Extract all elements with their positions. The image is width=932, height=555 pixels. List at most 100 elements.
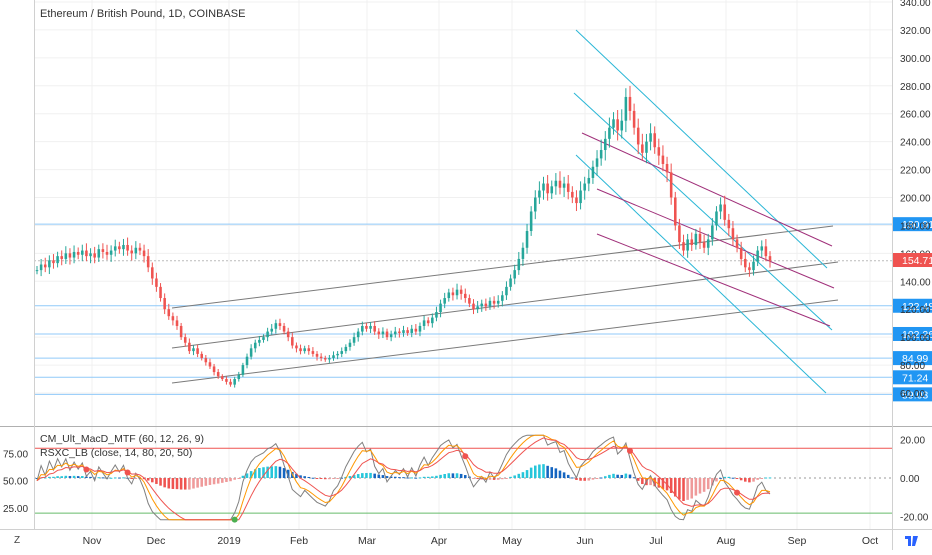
macd-histogram-bar (303, 476, 306, 478)
macd-histogram-bar (286, 469, 290, 478)
candle-body (216, 372, 220, 377)
channel-line[interactable] (596, 233, 831, 327)
channel-line[interactable] (573, 92, 833, 331)
level-label: 102.26 (902, 329, 932, 341)
price-tick-label: 320.00 (900, 26, 931, 37)
price-axis[interactable]: 340.00 320.00 300.00 280.00 260.00 240.00 220.… (900, 0, 931, 400)
macd-histogram-bar (459, 473, 463, 478)
macd-histogram-bar (48, 476, 51, 478)
candle-body (484, 303, 488, 307)
macd-histogram-bar (702, 478, 706, 492)
macd-histogram-bar (278, 466, 282, 478)
channel-line[interactable] (171, 299, 839, 384)
price-tick-label: 200.00 (900, 194, 931, 205)
candle-body (48, 260, 51, 268)
channel-line[interactable] (596, 188, 835, 289)
price-tick-label: 220.00 (900, 166, 931, 177)
candle-body (678, 225, 681, 243)
channel-line[interactable] (575, 29, 828, 269)
tradingview-logo (905, 536, 918, 546)
candle-body (146, 256, 150, 268)
candle-body (509, 278, 512, 287)
channel-line[interactable] (171, 261, 839, 349)
time-tick-label: Jun (577, 535, 594, 547)
macd-histogram-bar (682, 478, 685, 501)
candle-body (604, 138, 607, 151)
level-label: 59.03 (902, 389, 928, 401)
candle-body (105, 251, 109, 255)
macd-histogram-bar (608, 474, 611, 478)
time-axis[interactable]: Nov Dec 2019 Feb Mar Apr May Jun Jul Aug Sep Oct (83, 535, 879, 547)
macd-histogram-bar (130, 478, 133, 479)
macd-histogram-bar (282, 468, 286, 478)
channel-line[interactable] (171, 225, 834, 309)
macd-histogram-bar (513, 475, 516, 478)
candle-body (665, 163, 669, 173)
candle-body (641, 144, 644, 153)
macd-histogram-bar (698, 478, 702, 494)
macd-histogram-bar (636, 478, 640, 481)
candle-body (85, 250, 88, 257)
candle-body (616, 119, 619, 131)
macd-tick-label: 20.00 (900, 436, 925, 447)
time-tick-label: Apr (431, 535, 448, 547)
candle-body (686, 239, 689, 251)
rsx-cross-marker (124, 469, 131, 476)
candle-body (628, 96, 632, 111)
macd-histogram-bar (488, 478, 492, 480)
channel-lines[interactable] (171, 29, 839, 394)
candle-body (439, 303, 442, 313)
channel-line[interactable] (575, 154, 827, 394)
candle-body (513, 270, 516, 279)
candle-body (393, 331, 397, 335)
candle-body (402, 330, 405, 333)
candle-body (352, 337, 356, 343)
candle-body (558, 180, 562, 188)
horizontal-levels[interactable]: 180.91 122.48 102.26 84.99 71.24 59.03 (34, 217, 932, 402)
level-label: 71.24 (902, 372, 928, 384)
macd-histogram-bar (735, 478, 739, 479)
macd-histogram-bar (447, 473, 451, 478)
macd-histogram-bar (323, 478, 327, 480)
price-tick-label: 240.00 (900, 138, 931, 149)
macd-histogram-bar (546, 465, 549, 478)
candle-body (344, 346, 348, 352)
candle-body (459, 289, 463, 294)
candle-body (719, 204, 722, 212)
candle-body (748, 267, 751, 271)
macd-histogram-bar (426, 476, 430, 478)
candle-body (632, 110, 636, 128)
channel-line[interactable] (581, 132, 833, 247)
rsx-indicator: 75.00 50.00 25.00 (3, 434, 892, 523)
candle-body (451, 292, 455, 296)
candle-body (744, 258, 747, 268)
macd-histogram-bar (451, 473, 455, 478)
candle-body (196, 348, 199, 354)
macd-histogram-bar (566, 474, 570, 478)
macd-histogram-bar (204, 478, 208, 486)
last-price-badge (893, 253, 932, 267)
rsx-fast-line (36, 434, 771, 521)
macd-histogram-bar (146, 478, 150, 481)
macd-histogram-bar (756, 478, 759, 480)
macd-histogram-bar (253, 469, 257, 478)
macd-histogram-bar (455, 473, 459, 478)
candle-body (163, 298, 166, 310)
scale-mode-button[interactable]: Z (14, 535, 20, 546)
price-tick-label: 60.00 (900, 389, 925, 400)
macd-histogram-bar (332, 478, 335, 479)
macd-histogram-bar (393, 476, 397, 478)
candle-body (608, 127, 611, 139)
macd-histogram-bar (352, 475, 356, 478)
candle-body (546, 183, 549, 194)
macd-histogram-bar (739, 478, 743, 481)
candle-body (348, 342, 352, 347)
macd-histogram-bar (579, 478, 582, 481)
candle-body (126, 244, 129, 251)
candle-body (68, 253, 72, 258)
candle-body (426, 320, 430, 324)
candle-body (571, 191, 574, 198)
price-tick-label: 80.00 (900, 361, 925, 372)
macd-histogram-bar (35, 478, 39, 479)
